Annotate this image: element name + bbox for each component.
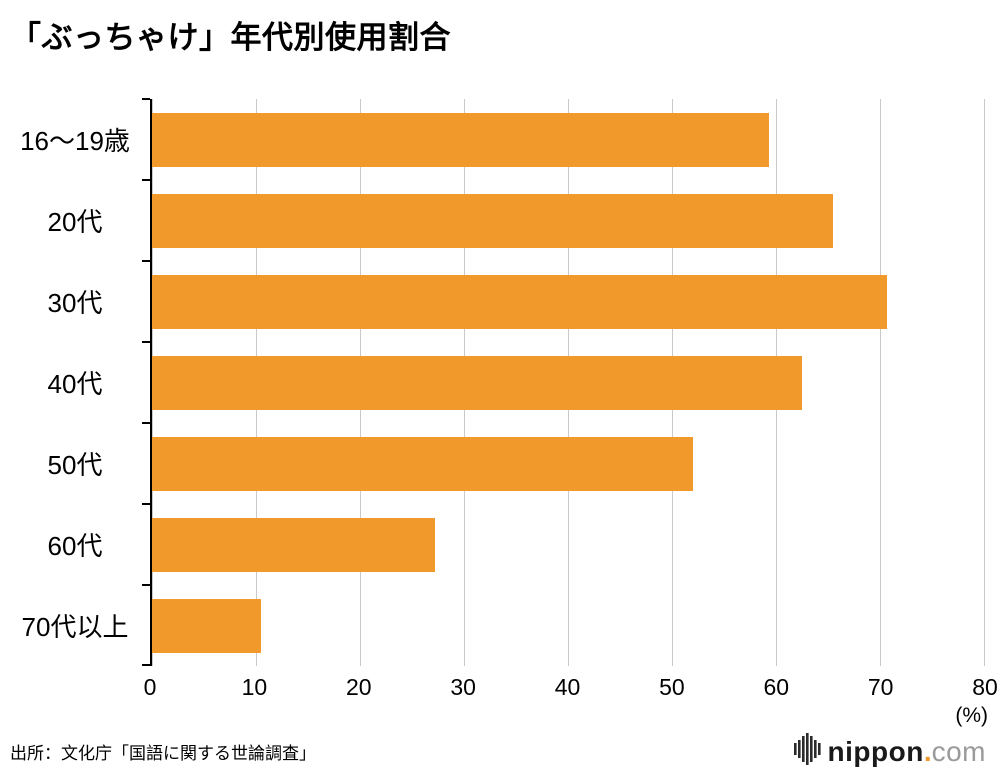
x-tick-label: 20: [345, 674, 372, 700]
bar-row: [152, 99, 984, 180]
category-label: 16〜19歳: [20, 126, 130, 156]
x-tick-label: 40: [554, 674, 581, 700]
bar: [152, 598, 262, 653]
y-tick: [142, 422, 150, 424]
bar-row: [152, 261, 984, 342]
bar: [152, 355, 802, 410]
logo-tld: com: [931, 735, 986, 767]
bar-chart: 16〜19歳 20代 30代 40代 50代 60代 70代以上: [0, 98, 1000, 666]
y-tick: [142, 503, 150, 505]
x-tick-label: 0: [143, 674, 157, 700]
y-tick: [142, 98, 150, 100]
x-tick-label: 50: [659, 674, 685, 700]
category-axis: 16〜19歳 20代 30代 40代 50代 60代 70代以上: [0, 99, 150, 666]
bar: [152, 517, 435, 572]
x-tick-label: 80: [972, 674, 998, 700]
bar: [152, 193, 834, 248]
category-label: 60代: [47, 531, 103, 561]
nippon-com-logo: nippon. com: [793, 733, 986, 770]
logo-text: nippon. com: [827, 735, 986, 767]
bar: [152, 112, 769, 167]
x-axis-unit: (%): [955, 704, 988, 727]
bar-row: [152, 180, 984, 261]
y-tick: [142, 664, 150, 666]
x-tick-label: 30: [450, 674, 476, 700]
bar: [152, 436, 693, 491]
logo-dot: .: [923, 735, 932, 767]
y-tick: [142, 179, 150, 181]
y-axis-ticks: [142, 98, 152, 666]
x-tick-label: 70: [867, 674, 894, 700]
bar: [152, 274, 888, 329]
bar-row: [152, 585, 984, 666]
chart-title: 「ぶっちゃけ」年代別使用割合: [10, 20, 451, 55]
x-tick-label: 10: [241, 674, 268, 700]
source-note: 出所：文化庁「国語に関する世論調査」: [10, 744, 316, 763]
bar-row: [152, 504, 984, 585]
category-label: 50代: [47, 450, 103, 480]
soundwave-icon: [793, 733, 821, 770]
category-label: 30代: [47, 288, 103, 318]
y-tick: [142, 584, 150, 586]
y-tick: [142, 260, 150, 262]
bar-row: [152, 423, 984, 504]
category-label: 20代: [47, 207, 103, 237]
y-tick: [142, 341, 150, 343]
category-label: 70代以上: [21, 612, 129, 642]
logo-brand: nippon: [827, 735, 924, 767]
bar-row: [152, 342, 984, 423]
x-axis: 0 10 20 30 40 50 60 70 80: [144, 666, 998, 700]
x-tick-label: 60: [763, 674, 790, 700]
plot-area: [142, 98, 985, 666]
category-label: 40代: [47, 369, 103, 399]
footer: 出所：文化庁「国語に関する世論調査」 nippon. com: [10, 733, 986, 770]
